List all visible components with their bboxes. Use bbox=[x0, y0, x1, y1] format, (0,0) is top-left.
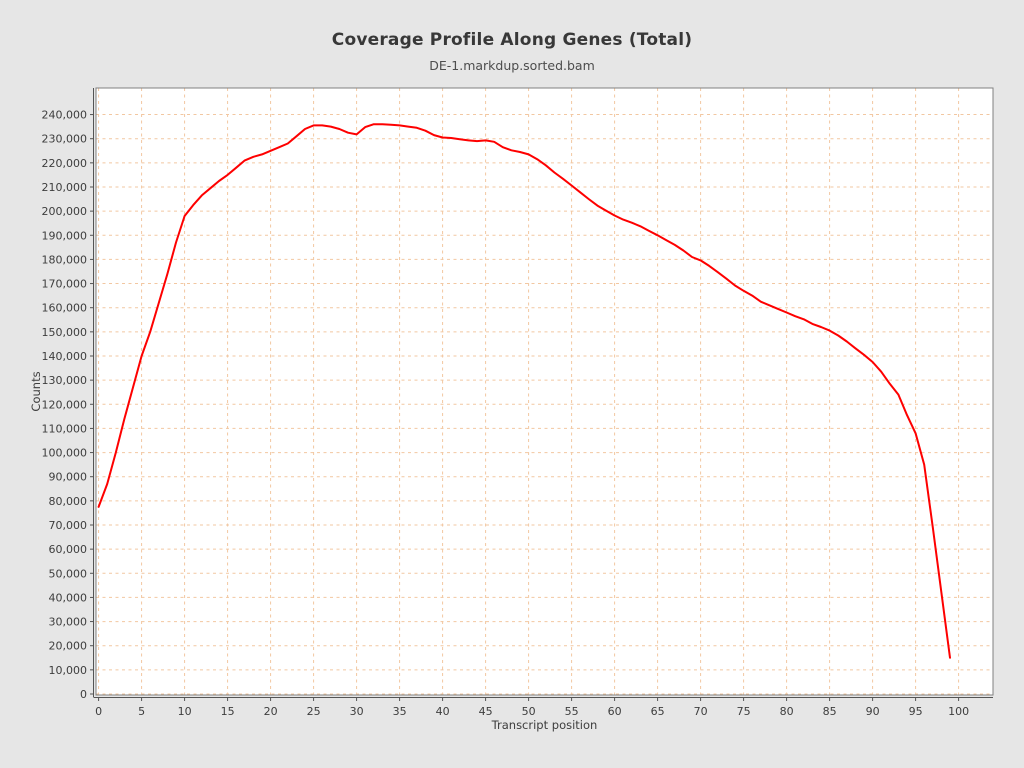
x-tick-label: 80 bbox=[780, 705, 794, 718]
y-axis-label: Counts bbox=[29, 371, 43, 411]
y-tick-label: 80,000 bbox=[49, 495, 88, 508]
series-line bbox=[97, 123, 951, 659]
y-tick-label: 210,000 bbox=[42, 181, 88, 194]
x-tick-label: 70 bbox=[694, 705, 708, 718]
x-tick-label: 60 bbox=[608, 705, 622, 718]
y-tick-label: 90,000 bbox=[49, 471, 88, 484]
y-tick-label: 220,000 bbox=[42, 157, 88, 170]
chart-subtitle: DE-1.markdup.sorted.bam bbox=[429, 58, 595, 73]
x-tick-label: 85 bbox=[823, 705, 837, 718]
y-tick-label: 40,000 bbox=[49, 591, 88, 604]
x-tick-label: 10 bbox=[178, 705, 192, 718]
chart-title: Coverage Profile Along Genes (Total) bbox=[331, 30, 693, 50]
y-tick-label: 100,000 bbox=[42, 447, 88, 460]
y-tick-label: 70,000 bbox=[49, 519, 88, 532]
y-tick-label: 0 bbox=[80, 688, 87, 701]
x-tick-label: 20 bbox=[264, 705, 278, 718]
plot-background bbox=[96, 88, 993, 695]
plot-border bbox=[95, 87, 994, 696]
x-tick-label: 45 bbox=[479, 705, 493, 718]
y-tick-label: 140,000 bbox=[42, 350, 88, 363]
y-tick-label: 30,000 bbox=[49, 616, 88, 629]
x-tick-label: 15 bbox=[221, 705, 235, 718]
y-tick-label: 60,000 bbox=[49, 543, 88, 556]
y-tick-label: 180,000 bbox=[42, 253, 88, 266]
y-tick-label: 190,000 bbox=[42, 229, 88, 242]
x-tick-label: 50 bbox=[522, 705, 536, 718]
x-tick-label: 0 bbox=[95, 705, 102, 718]
x-tick-label: 55 bbox=[565, 705, 579, 718]
x-tick-label: 5 bbox=[138, 705, 145, 718]
y-tick-label: 120,000 bbox=[42, 398, 88, 411]
y-tick-label: 20,000 bbox=[49, 640, 88, 653]
y-tick-label: 50,000 bbox=[49, 567, 88, 580]
x-tick-label: 65 bbox=[651, 705, 665, 718]
x-tick-label: 40 bbox=[436, 705, 450, 718]
y-tick-label: 110,000 bbox=[42, 422, 88, 435]
y-tick-label: 240,000 bbox=[42, 109, 88, 122]
y-tick-label: 130,000 bbox=[42, 374, 88, 387]
x-tick-label: 35 bbox=[393, 705, 407, 718]
x-tick-label: 90 bbox=[866, 705, 880, 718]
x-tick-label: 95 bbox=[909, 705, 923, 718]
y-tick-label: 230,000 bbox=[42, 133, 88, 146]
y-tick-label: 160,000 bbox=[42, 302, 88, 315]
x-tick-label: 100 bbox=[948, 705, 969, 718]
x-tick-label: 30 bbox=[350, 705, 364, 718]
y-tick-label: 10,000 bbox=[49, 664, 88, 677]
x-tick-label: 75 bbox=[737, 705, 751, 718]
x-tick-label: 25 bbox=[307, 705, 321, 718]
y-tick-label: 150,000 bbox=[42, 326, 88, 339]
y-tick-label: 200,000 bbox=[42, 205, 88, 218]
x-axis-label: Transcript position bbox=[491, 718, 598, 732]
y-tick-label: 170,000 bbox=[42, 278, 88, 291]
